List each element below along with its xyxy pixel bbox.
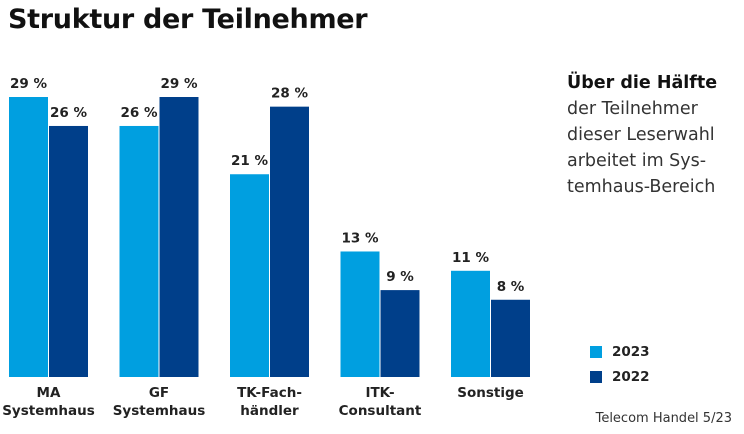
legend-item-2023: 2023	[590, 340, 650, 364]
bar-ma-systemhaus-2023	[9, 97, 48, 377]
value-label-gf-systemhaus-2022: 29 %	[160, 76, 197, 92]
bar-itk-consultant-2022	[380, 290, 420, 377]
value-label-ma-systemhaus-2022: 26 %	[50, 105, 87, 121]
value-label-itk-consultant-2023: 13 %	[341, 230, 378, 246]
note-line-2: dieser Leserwahl	[567, 125, 715, 145]
bar-gf-systemhaus-2022	[159, 97, 199, 377]
category-label-tk-fach-h-ndler-line-2: händler	[240, 403, 299, 419]
bar-tk-fach-h-ndler-2023	[230, 174, 269, 377]
category-label-ma-systemhaus-line-1: MA	[37, 385, 61, 401]
legend-label-2022: 2022	[612, 369, 650, 385]
value-label-sonstige-2022: 8 %	[497, 279, 525, 295]
legend-label-2023: 2023	[612, 344, 650, 360]
category-label-itk-consultant-line-1: ITK-	[365, 385, 394, 401]
note-line-4: temhaus-Bereich	[567, 177, 716, 197]
category-label-gf-systemhaus-line-2: Systemhaus	[113, 403, 206, 419]
bar-itk-consultant-2023	[340, 251, 380, 377]
note-heading: Über die Hälfte	[567, 73, 718, 93]
bar-ma-systemhaus-2022	[49, 125, 88, 377]
value-label-tk-fach-h-ndler-2022: 28 %	[271, 86, 308, 102]
note-line-1: der Teilnehmer	[567, 99, 698, 119]
bar-sonstige-2023	[451, 270, 490, 377]
category-label-tk-fach-h-ndler-line-1: TK-Fach-	[237, 385, 302, 401]
legend-item-2022: 2022	[590, 365, 650, 389]
value-label-tk-fach-h-ndler-2023: 21 %	[231, 153, 268, 169]
annotation-note: Über die Hälfte der Teilnehmer dieser Le…	[567, 70, 742, 200]
category-label-gf-systemhaus-line-1: GF	[149, 385, 169, 401]
category-label-itk-consultant-line-2: Consultant	[339, 403, 422, 419]
bar-sonstige-2022	[491, 299, 530, 377]
bar-gf-systemhaus-2023	[119, 125, 159, 377]
value-label-ma-systemhaus-2023: 29 %	[10, 76, 47, 92]
legend-swatch-2023	[590, 346, 602, 358]
legend-swatch-2022	[590, 371, 602, 383]
category-label-sonstige-line-1: Sonstige	[457, 385, 524, 401]
source-credit: Telecom Handel 5/23	[595, 411, 732, 426]
bar-tk-fach-h-ndler-2022	[270, 106, 309, 377]
value-label-itk-consultant-2022: 9 %	[386, 269, 414, 285]
legend: 2023 2022	[590, 340, 650, 390]
note-line-3: arbeitet im Sys-	[567, 151, 707, 171]
chart-title: Struktur der Teilnehmer	[8, 4, 368, 35]
value-label-gf-systemhaus-2023: 26 %	[120, 105, 157, 121]
category-label-ma-systemhaus-line-2: Systemhaus	[2, 403, 95, 419]
value-label-sonstige-2023: 11 %	[452, 250, 489, 266]
